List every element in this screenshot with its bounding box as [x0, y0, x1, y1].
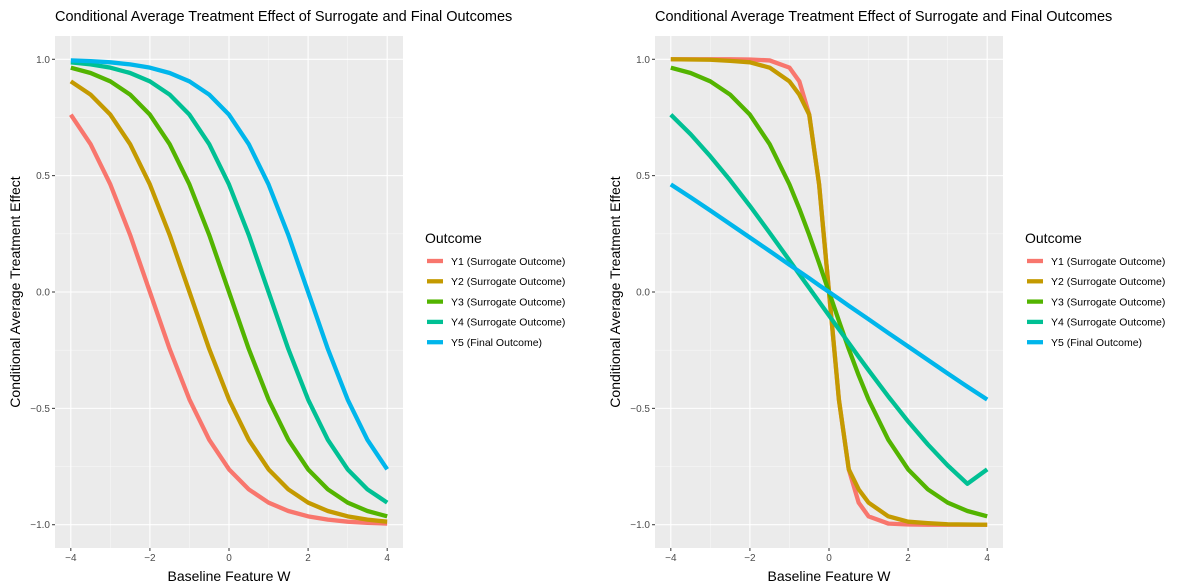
- y-axis-label: Conditional Average Treatment Effect: [607, 176, 623, 408]
- x-tick-label: 4: [984, 553, 990, 564]
- legend-title: Outcome: [1025, 230, 1082, 246]
- legend-label-1: Y1 (Surrogate Outcome): [1051, 256, 1165, 268]
- chart-title: Conditional Average Treatment Effect of …: [55, 9, 512, 25]
- chart-title: Conditional Average Treatment Effect of …: [655, 9, 1112, 25]
- x-tick-label: 0: [226, 553, 232, 564]
- series-line-5: [70, 58, 389, 471]
- x-tick-label: 2: [305, 553, 311, 564]
- x-tick-label: 2: [905, 553, 911, 564]
- y-tick-label: 0.0: [36, 288, 50, 299]
- series-line-2: [69, 79, 388, 524]
- series-line-1: [69, 113, 388, 526]
- legend-label-1: Y1 (Surrogate Outcome): [451, 256, 565, 268]
- legend-label-3: Y3 (Surrogate Outcome): [1051, 296, 1165, 308]
- x-axis-label: Baseline Feature W: [168, 568, 292, 584]
- series-line-5: [669, 182, 989, 402]
- series-line-3: [70, 65, 388, 519]
- x-tick-label: −4: [65, 553, 77, 564]
- y-tick-label: −0.5: [30, 404, 50, 415]
- legend-label-5: Y5 (Final Outcome): [451, 337, 542, 349]
- y-tick-label: 0.5: [636, 171, 650, 182]
- series-line-4: [70, 60, 389, 505]
- x-tick-label: −2: [744, 553, 756, 564]
- chart-svg: Conditional Average Treatment Effect of …: [7, 9, 565, 584]
- x-axis-label: Baseline Feature W: [768, 568, 892, 584]
- y-tick-label: 1.0: [36, 55, 50, 66]
- y-tick-label: −1.0: [30, 520, 50, 531]
- chart-panel-left: Conditional Average Treatment Effect of …: [7, 9, 565, 584]
- x-tick-label: −2: [144, 553, 156, 564]
- y-tick-label: 1.0: [636, 55, 650, 66]
- y-axis-label: Conditional Average Treatment Effect: [7, 176, 23, 408]
- legend-label-2: Y2 (Surrogate Outcome): [1051, 276, 1165, 288]
- legend-label-2: Y2 (Surrogate Outcome): [451, 276, 565, 288]
- chart-svg: Conditional Average Treatment Effect of …: [607, 9, 1165, 584]
- y-tick-label: −1.0: [630, 520, 650, 531]
- chart-panel-right: Conditional Average Treatment Effect of …: [600, 0, 1179, 585]
- legend-title: Outcome: [425, 230, 482, 246]
- x-tick-label: 4: [384, 553, 390, 564]
- series-line-4: [669, 113, 989, 486]
- y-tick-label: 0.0: [636, 288, 650, 299]
- y-tick-label: 0.5: [36, 171, 50, 182]
- y-tick-label: −0.5: [630, 404, 650, 415]
- legend-label-4: Y4 (Surrogate Outcome): [1051, 317, 1165, 329]
- legend-label-3: Y3 (Surrogate Outcome): [451, 296, 565, 308]
- x-tick-label: −4: [665, 553, 677, 564]
- legend-label-4: Y4 (Surrogate Outcome): [451, 317, 565, 329]
- x-tick-label: 0: [826, 553, 832, 564]
- legend-label-5: Y5 (Final Outcome): [1051, 337, 1142, 349]
